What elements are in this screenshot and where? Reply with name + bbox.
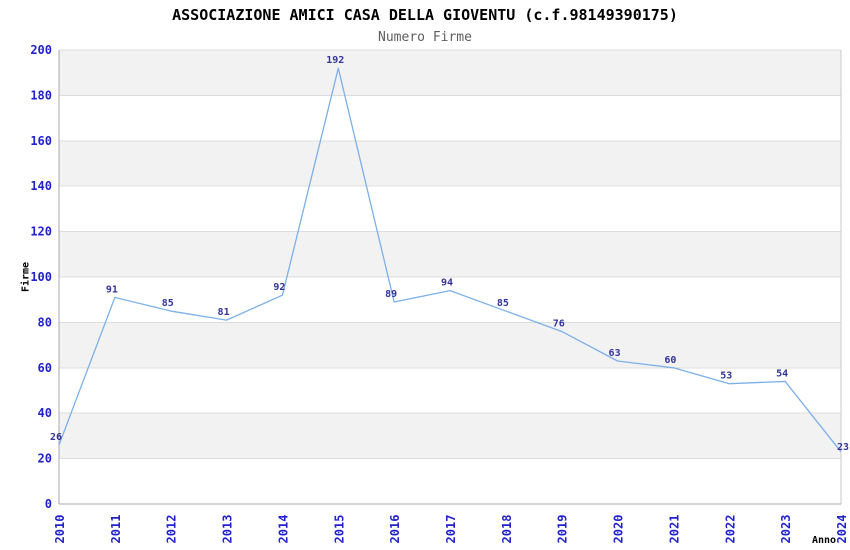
x-tick-label: 2017 <box>444 515 458 544</box>
y-tick-label: 20 <box>38 452 52 466</box>
y-tick-label: 200 <box>30 43 52 57</box>
point-label: 91 <box>106 284 118 295</box>
x-tick-label: 2013 <box>221 515 235 544</box>
x-tick-label: 2016 <box>388 515 402 544</box>
point-label: 81 <box>218 307 230 318</box>
point-label: 60 <box>664 355 676 366</box>
plot-band <box>59 413 841 459</box>
x-tick-label: 2021 <box>667 515 681 544</box>
x-tick-label: 2022 <box>723 515 737 544</box>
x-tick-label: 2020 <box>612 515 626 544</box>
y-tick-label: 60 <box>38 361 52 375</box>
x-axis-title: Anno <box>812 535 837 546</box>
x-tick-label: 2018 <box>500 515 514 544</box>
point-label: 94 <box>441 278 453 289</box>
y-tick-label: 100 <box>30 270 52 284</box>
x-tick-label: 2023 <box>779 515 793 544</box>
y-tick-label: 40 <box>38 406 52 420</box>
x-tick-label: 2024 <box>835 515 849 544</box>
y-tick-label: 160 <box>30 134 52 148</box>
point-label: 89 <box>385 289 397 300</box>
point-label: 192 <box>326 55 344 66</box>
point-label: 26 <box>50 432 62 443</box>
plot-band <box>59 322 841 368</box>
x-tick-label: 2010 <box>53 515 67 544</box>
point-label: 85 <box>497 298 509 309</box>
x-tick-label: 2012 <box>165 515 179 544</box>
y-tick-label: 180 <box>30 88 52 102</box>
point-label: 54 <box>776 368 788 379</box>
point-label: 92 <box>273 282 285 293</box>
plot-band <box>59 50 841 96</box>
point-label: 85 <box>162 298 174 309</box>
y-tick-label: 0 <box>45 497 52 511</box>
data-line <box>58 67 842 453</box>
x-tick-label: 2011 <box>109 515 123 544</box>
y-tick-label: 140 <box>30 179 52 193</box>
plot-band <box>59 231 841 277</box>
chart-title: ASSOCIAZIONE AMICI CASA DELLA GIOVENTU (… <box>172 6 678 24</box>
x-tick-label: 2019 <box>556 515 570 544</box>
x-tick-label: 2015 <box>332 515 346 544</box>
y-tick-label: 120 <box>30 225 52 239</box>
point-label: 63 <box>609 348 621 359</box>
point-label: 53 <box>720 371 732 382</box>
point-label: 23 <box>837 442 849 453</box>
chart-subtitle: Numero Firme <box>378 30 472 45</box>
x-tick-label: 2014 <box>276 515 290 544</box>
plot-band <box>59 140 841 187</box>
y-tick-label: 80 <box>38 315 52 329</box>
point-label: 76 <box>553 318 565 329</box>
